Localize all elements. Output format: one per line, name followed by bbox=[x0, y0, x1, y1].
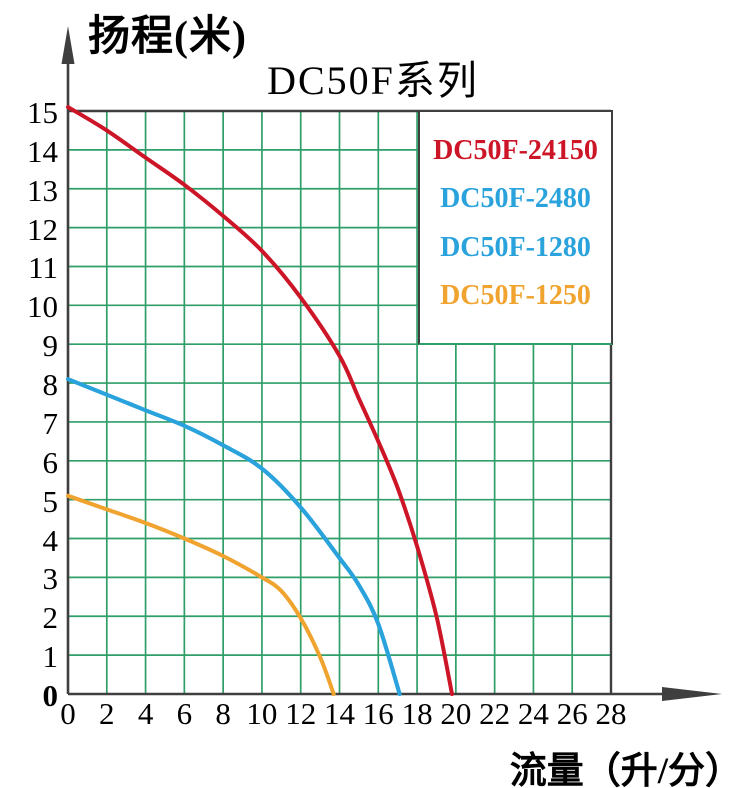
x-tick-label: 20 bbox=[440, 696, 472, 731]
y-tick-label: 3 bbox=[42, 561, 59, 597]
legend-item-DC50F-2480: DC50F-2480 bbox=[440, 183, 591, 215]
y-tick-label: 2 bbox=[42, 600, 59, 636]
y-tick-label: 11 bbox=[28, 250, 58, 286]
y-tick-label: 15 bbox=[27, 95, 58, 130]
x-tick-label: 4 bbox=[137, 696, 154, 731]
curve-DC50F-24150 bbox=[66, 105, 454, 696]
y-tick-label: 9 bbox=[42, 328, 59, 364]
y-tick-label: 13 bbox=[27, 172, 58, 208]
y-tick-label: 14 bbox=[27, 133, 58, 169]
y-tick-label: 7 bbox=[42, 405, 59, 441]
x-axis-title: 流量（升/分） bbox=[509, 751, 742, 788]
x-tick-label: 22 bbox=[479, 696, 511, 731]
y-tick-label: 10 bbox=[27, 289, 58, 325]
y-tick-label: 12 bbox=[27, 211, 58, 247]
x-tick-label: 2 bbox=[99, 696, 115, 731]
x-tick-label: 14 bbox=[324, 696, 355, 731]
x-tick-label: 0 bbox=[60, 696, 76, 731]
y-tick-label: 6 bbox=[42, 444, 59, 480]
y-tick-label: 8 bbox=[42, 367, 59, 403]
x-tick-label: 28 bbox=[595, 696, 627, 731]
y-tick-label: 1 bbox=[42, 639, 59, 675]
curve-DC50F-1280 bbox=[66, 377, 402, 696]
y-tick-label: 4 bbox=[42, 522, 59, 558]
chart-title: DC50F系列 bbox=[267, 58, 479, 103]
legend-item-DC50F-1250: DC50F-1250 bbox=[440, 280, 591, 312]
legend-item-DC50F-1280: DC50F-1280 bbox=[440, 231, 591, 263]
legend-box: DC50F-24150 DC50F-2480 DC50F-1280 DC50F-125… bbox=[418, 110, 613, 345]
x-tick-label: 26 bbox=[556, 696, 588, 731]
x-tick-label: 10 bbox=[246, 696, 278, 731]
x-tick-label: 8 bbox=[215, 696, 231, 731]
x-tick-label: 16 bbox=[362, 696, 394, 731]
y-tick-label: 5 bbox=[42, 483, 59, 519]
y-axis-arrow-icon bbox=[61, 26, 75, 64]
x-tick-label: 6 bbox=[176, 696, 193, 731]
x-tick-label: 12 bbox=[285, 696, 317, 731]
x-tick-label: 18 bbox=[401, 696, 433, 731]
x-tick-label: 24 bbox=[517, 696, 549, 731]
y-axis-title: 扬程(米) bbox=[88, 14, 247, 60]
curve-DC50F-1250 bbox=[66, 493, 336, 696]
curve-DC50F-2480 bbox=[66, 377, 402, 696]
y-tick-label: 0 bbox=[42, 678, 59, 713]
x-axis-arrow-icon bbox=[662, 687, 722, 701]
legend-item-DC50F-24150: DC50F-24150 bbox=[433, 134, 598, 166]
